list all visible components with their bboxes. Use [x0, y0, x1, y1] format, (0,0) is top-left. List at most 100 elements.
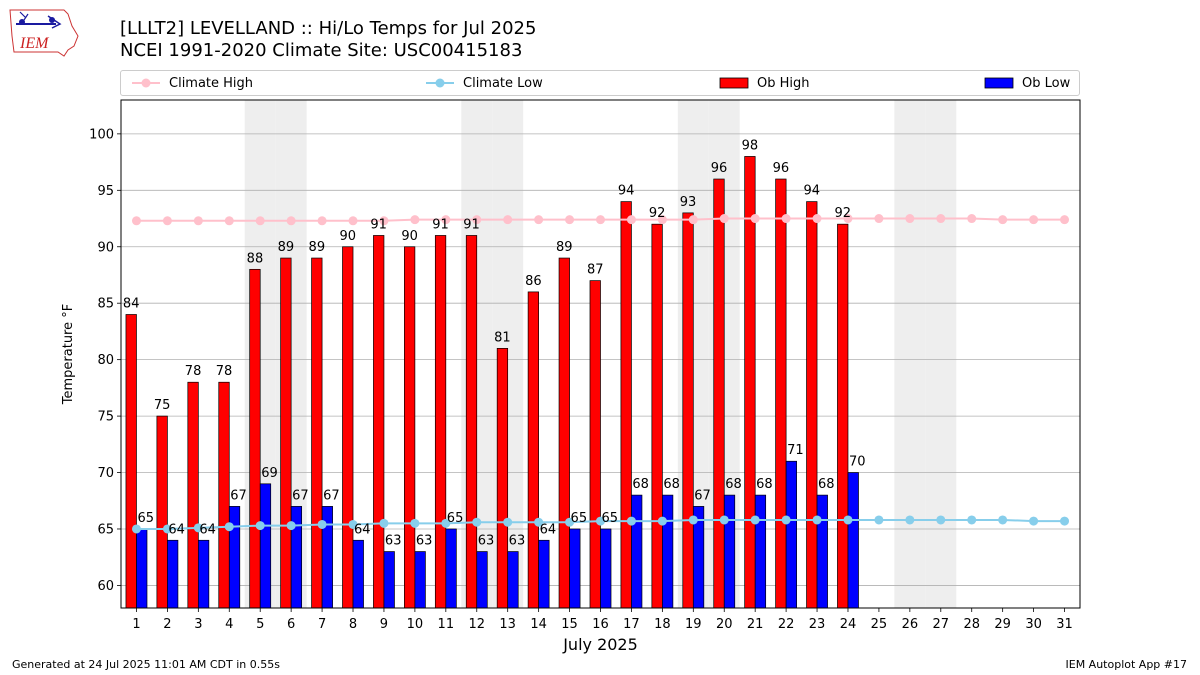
- ob-low-label: 69: [261, 466, 278, 481]
- ob-low-label: 67: [694, 488, 711, 503]
- ob-high-label: 78: [185, 364, 202, 379]
- climate-low-point: [317, 519, 327, 529]
- ob-high-bar: [744, 156, 756, 609]
- chart-title: [LLLT2] LEVELLAND :: Hi/Lo Temps for Jul…: [120, 18, 537, 39]
- ob-low-bar: [167, 539, 179, 609]
- ob-low-bar: [507, 551, 519, 609]
- y-tick-label: 65: [97, 522, 114, 537]
- ob-low-bar: [538, 539, 550, 609]
- climate-high-point: [812, 214, 822, 224]
- legend-label-ob-low: Ob Low: [1022, 75, 1071, 91]
- ob-high-bar: [125, 314, 137, 609]
- legend-item-climate-high: Climate High: [131, 71, 253, 95]
- x-tick-label: 21: [747, 617, 764, 632]
- climate-high-point: [162, 216, 172, 226]
- ob-high-bar: [651, 223, 663, 609]
- ob-low-label: 68: [725, 477, 742, 492]
- climate-high-point: [348, 216, 358, 226]
- y-tick-label: 90: [97, 240, 114, 255]
- ob-low-label: 68: [632, 477, 649, 492]
- climate-low-point: [131, 524, 141, 534]
- ob-low-label: 64: [540, 522, 557, 537]
- ob-high-label: 81: [494, 330, 511, 345]
- weekend-shade: [894, 100, 926, 608]
- ob-high-label: 90: [401, 229, 418, 244]
- ob-high-label: 96: [711, 161, 728, 176]
- climate-low-point: [255, 521, 265, 531]
- x-tick-label: 16: [592, 617, 609, 632]
- x-tick-label: 19: [685, 617, 702, 632]
- climate-low-point: [812, 515, 822, 525]
- ob-low-label: 67: [323, 488, 340, 503]
- ob-low-label: 64: [354, 522, 371, 537]
- ob-low-label: 63: [509, 534, 526, 549]
- ob-high-label: 86: [525, 274, 542, 289]
- climate-high-point: [905, 214, 915, 224]
- ob-low-bar: [847, 472, 859, 609]
- x-tick-label: 26: [902, 617, 919, 632]
- climate-low-point: [874, 515, 884, 525]
- climate-high-point: [967, 214, 977, 224]
- climate-high-point: [781, 214, 791, 224]
- ob-low-label: 67: [292, 488, 309, 503]
- legend-label-climate-high: Climate High: [169, 75, 254, 91]
- ob-high-label: 87: [587, 263, 604, 278]
- climate-high-point: [657, 215, 667, 225]
- y-tick-label: 70: [97, 466, 114, 481]
- climate-low-point: [1060, 516, 1070, 526]
- ob-low-label: 67: [230, 488, 247, 503]
- climate-low-point: [936, 515, 946, 525]
- climate-high-point: [843, 214, 853, 224]
- y-tick-label: 80: [97, 353, 114, 368]
- ob-low-bar: [723, 494, 736, 609]
- x-tick-label: 25: [871, 617, 888, 632]
- legend-item-ob-high: Ob High: [719, 71, 810, 95]
- y-tick-label: 85: [97, 297, 114, 312]
- legend-line-marker-skyblue: [426, 78, 454, 88]
- ob-high-bar: [249, 268, 261, 609]
- ob-low-bar: [631, 494, 643, 609]
- ob-high-label: 78: [216, 364, 233, 379]
- ob-high-bar: [218, 381, 230, 609]
- ob-high-bar: [527, 291, 539, 609]
- x-tick-label: 14: [530, 617, 547, 632]
- climate-low-point: [193, 523, 203, 533]
- climate-high-point: [410, 215, 420, 225]
- climate-low-point: [503, 517, 513, 527]
- x-tick-label: 12: [468, 617, 485, 632]
- x-tick-label: 24: [840, 617, 857, 632]
- ob-low-bar: [600, 528, 612, 609]
- x-tick-label: 15: [561, 617, 578, 632]
- climate-high-point: [379, 216, 389, 226]
- ob-low-bar: [383, 551, 395, 609]
- ob-high-bar: [404, 246, 416, 609]
- climate-low-point: [348, 519, 358, 529]
- ob-low-bar: [136, 528, 148, 609]
- x-tick-label: 18: [654, 617, 671, 632]
- x-tick-label: 20: [716, 617, 733, 632]
- climate-high-point: [317, 216, 327, 226]
- climate-high-point: [1060, 215, 1070, 225]
- climate-high-point: [719, 214, 729, 224]
- climate-high-point: [255, 216, 265, 226]
- ob-high-label: 96: [773, 161, 790, 176]
- x-tick-label: 2: [163, 617, 171, 632]
- climate-high-point: [565, 215, 575, 225]
- climate-low-point: [472, 517, 482, 527]
- ob-high-bar: [806, 201, 818, 609]
- ob-high-bar: [496, 348, 509, 609]
- climate-high-point: [596, 215, 605, 225]
- ob-high-label: 94: [618, 184, 635, 199]
- legend-swatch-blue: [984, 77, 1014, 89]
- legend-label-ob-high: Ob High: [757, 75, 810, 91]
- climate-low-point: [626, 516, 636, 526]
- x-tick-label: 28: [963, 617, 980, 632]
- climate-low-point: [224, 522, 234, 532]
- x-tick-label: 31: [1056, 617, 1073, 632]
- climate-high-point: [998, 215, 1008, 225]
- climate-low-point: [998, 515, 1008, 525]
- ob-low-bar: [259, 483, 272, 609]
- legend-label-climate-low: Climate Low: [463, 75, 543, 91]
- ob-low-bar: [352, 539, 364, 609]
